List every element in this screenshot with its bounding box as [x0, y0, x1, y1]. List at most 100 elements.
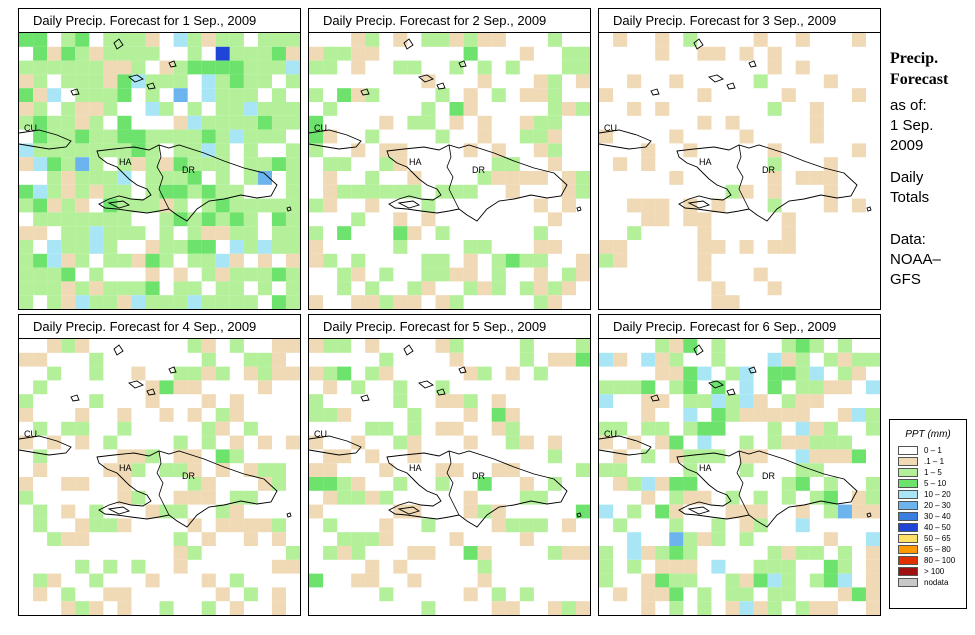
precip-cell — [865, 352, 880, 367]
precip-cell — [547, 157, 562, 171]
precip-cell — [575, 267, 590, 282]
precip-cell — [407, 115, 422, 130]
precip-cell — [243, 143, 258, 158]
totals-line: Totals — [890, 189, 930, 206]
precip-cell — [243, 366, 258, 381]
precip-cell — [89, 115, 104, 130]
precip-cell — [697, 366, 712, 381]
precip-cell — [533, 88, 548, 102]
precip-cell — [159, 253, 174, 268]
precip-cell — [145, 198, 160, 213]
precip-cell — [613, 587, 628, 602]
precip-cell — [257, 267, 272, 282]
precip-cell — [393, 559, 408, 574]
precip-cell — [613, 449, 628, 464]
precip-cell — [823, 421, 838, 436]
precip-cell — [47, 143, 62, 158]
precip-cell — [533, 490, 548, 505]
precip-cell — [739, 463, 754, 477]
precip-cell — [477, 281, 492, 296]
coastline — [70, 88, 80, 96]
precip-cell — [767, 184, 782, 199]
precip-cell — [519, 129, 534, 144]
precip-cell — [61, 157, 76, 171]
precip-cell — [463, 435, 478, 450]
precip-cell — [795, 33, 810, 47]
precip-cell — [379, 157, 394, 171]
precip-cell — [379, 143, 394, 158]
precip-cell — [477, 171, 492, 185]
precip-cell — [407, 435, 422, 450]
precip-cell — [89, 88, 104, 102]
precip-cell — [33, 60, 48, 75]
precip-cell — [547, 477, 562, 491]
precip-cell — [243, 171, 258, 185]
coastline — [168, 366, 177, 374]
precip-cell — [753, 601, 768, 615]
precip-cell — [33, 115, 48, 130]
precip-cell — [781, 408, 796, 422]
precip-cell — [533, 240, 548, 254]
precip-cell — [613, 253, 628, 268]
precip-cell — [809, 449, 824, 464]
precip-cell — [627, 435, 642, 450]
coastline — [386, 144, 568, 222]
precip-cell — [599, 573, 614, 588]
precip-cell — [215, 226, 230, 240]
forecast-panel-sep3: Daily Precip. Forecast for 3 Sep., 2009 … — [598, 8, 881, 310]
precip-cell — [463, 408, 478, 422]
precip-cell — [491, 88, 506, 102]
precip-cell — [683, 408, 698, 422]
coastline — [708, 380, 724, 389]
precip-cell — [201, 74, 216, 89]
precip-cell — [351, 532, 366, 546]
precip-cell — [627, 226, 642, 240]
precip-cell — [809, 115, 824, 130]
precip-cell — [89, 143, 104, 158]
precip-cell — [533, 115, 548, 130]
precip-cell — [407, 295, 422, 309]
precip-cell — [379, 184, 394, 199]
precip-cell — [103, 226, 118, 240]
precip-cell — [697, 587, 712, 602]
precip-cell — [421, 601, 436, 615]
precip-cell — [683, 380, 698, 395]
precip-cell — [753, 573, 768, 588]
precip-cell — [575, 102, 590, 116]
precip-cell — [337, 46, 352, 61]
precip-cell — [159, 102, 174, 116]
precip-cell — [187, 380, 202, 395]
precip-cell — [271, 532, 286, 546]
precip-cell — [145, 102, 160, 116]
precip-cell — [711, 449, 726, 464]
precip-cell — [285, 46, 300, 61]
precip-cell — [795, 546, 810, 560]
precip-cell — [491, 601, 506, 615]
precip-cell — [243, 74, 258, 89]
precip-cell — [711, 532, 726, 546]
coastline — [693, 38, 704, 50]
precip-cell — [229, 74, 244, 89]
precip-cell — [505, 421, 520, 436]
precip-cell — [421, 281, 436, 296]
precip-cell — [753, 559, 768, 574]
precip-cell — [767, 240, 782, 254]
precip-cell — [379, 532, 394, 546]
precip-cell — [61, 295, 76, 309]
precip-cell — [19, 295, 34, 309]
precip-cell — [449, 421, 464, 436]
coastline — [650, 394, 660, 402]
coastline — [70, 394, 80, 402]
precip-cell — [215, 281, 230, 296]
precip-cell — [739, 240, 754, 254]
precip-cell — [865, 421, 880, 436]
precip-cell — [711, 240, 726, 254]
legend-item: 5 – 10 — [898, 478, 966, 489]
precip-cell — [725, 295, 740, 309]
precip-cell — [477, 60, 492, 75]
precip-cell — [767, 102, 782, 116]
forecast-panel-sep6: Daily Precip. Forecast for 6 Sep., 2009 … — [598, 314, 881, 616]
precip-cell — [379, 115, 394, 130]
precip-cell — [229, 129, 244, 144]
precip-cell — [131, 295, 146, 309]
